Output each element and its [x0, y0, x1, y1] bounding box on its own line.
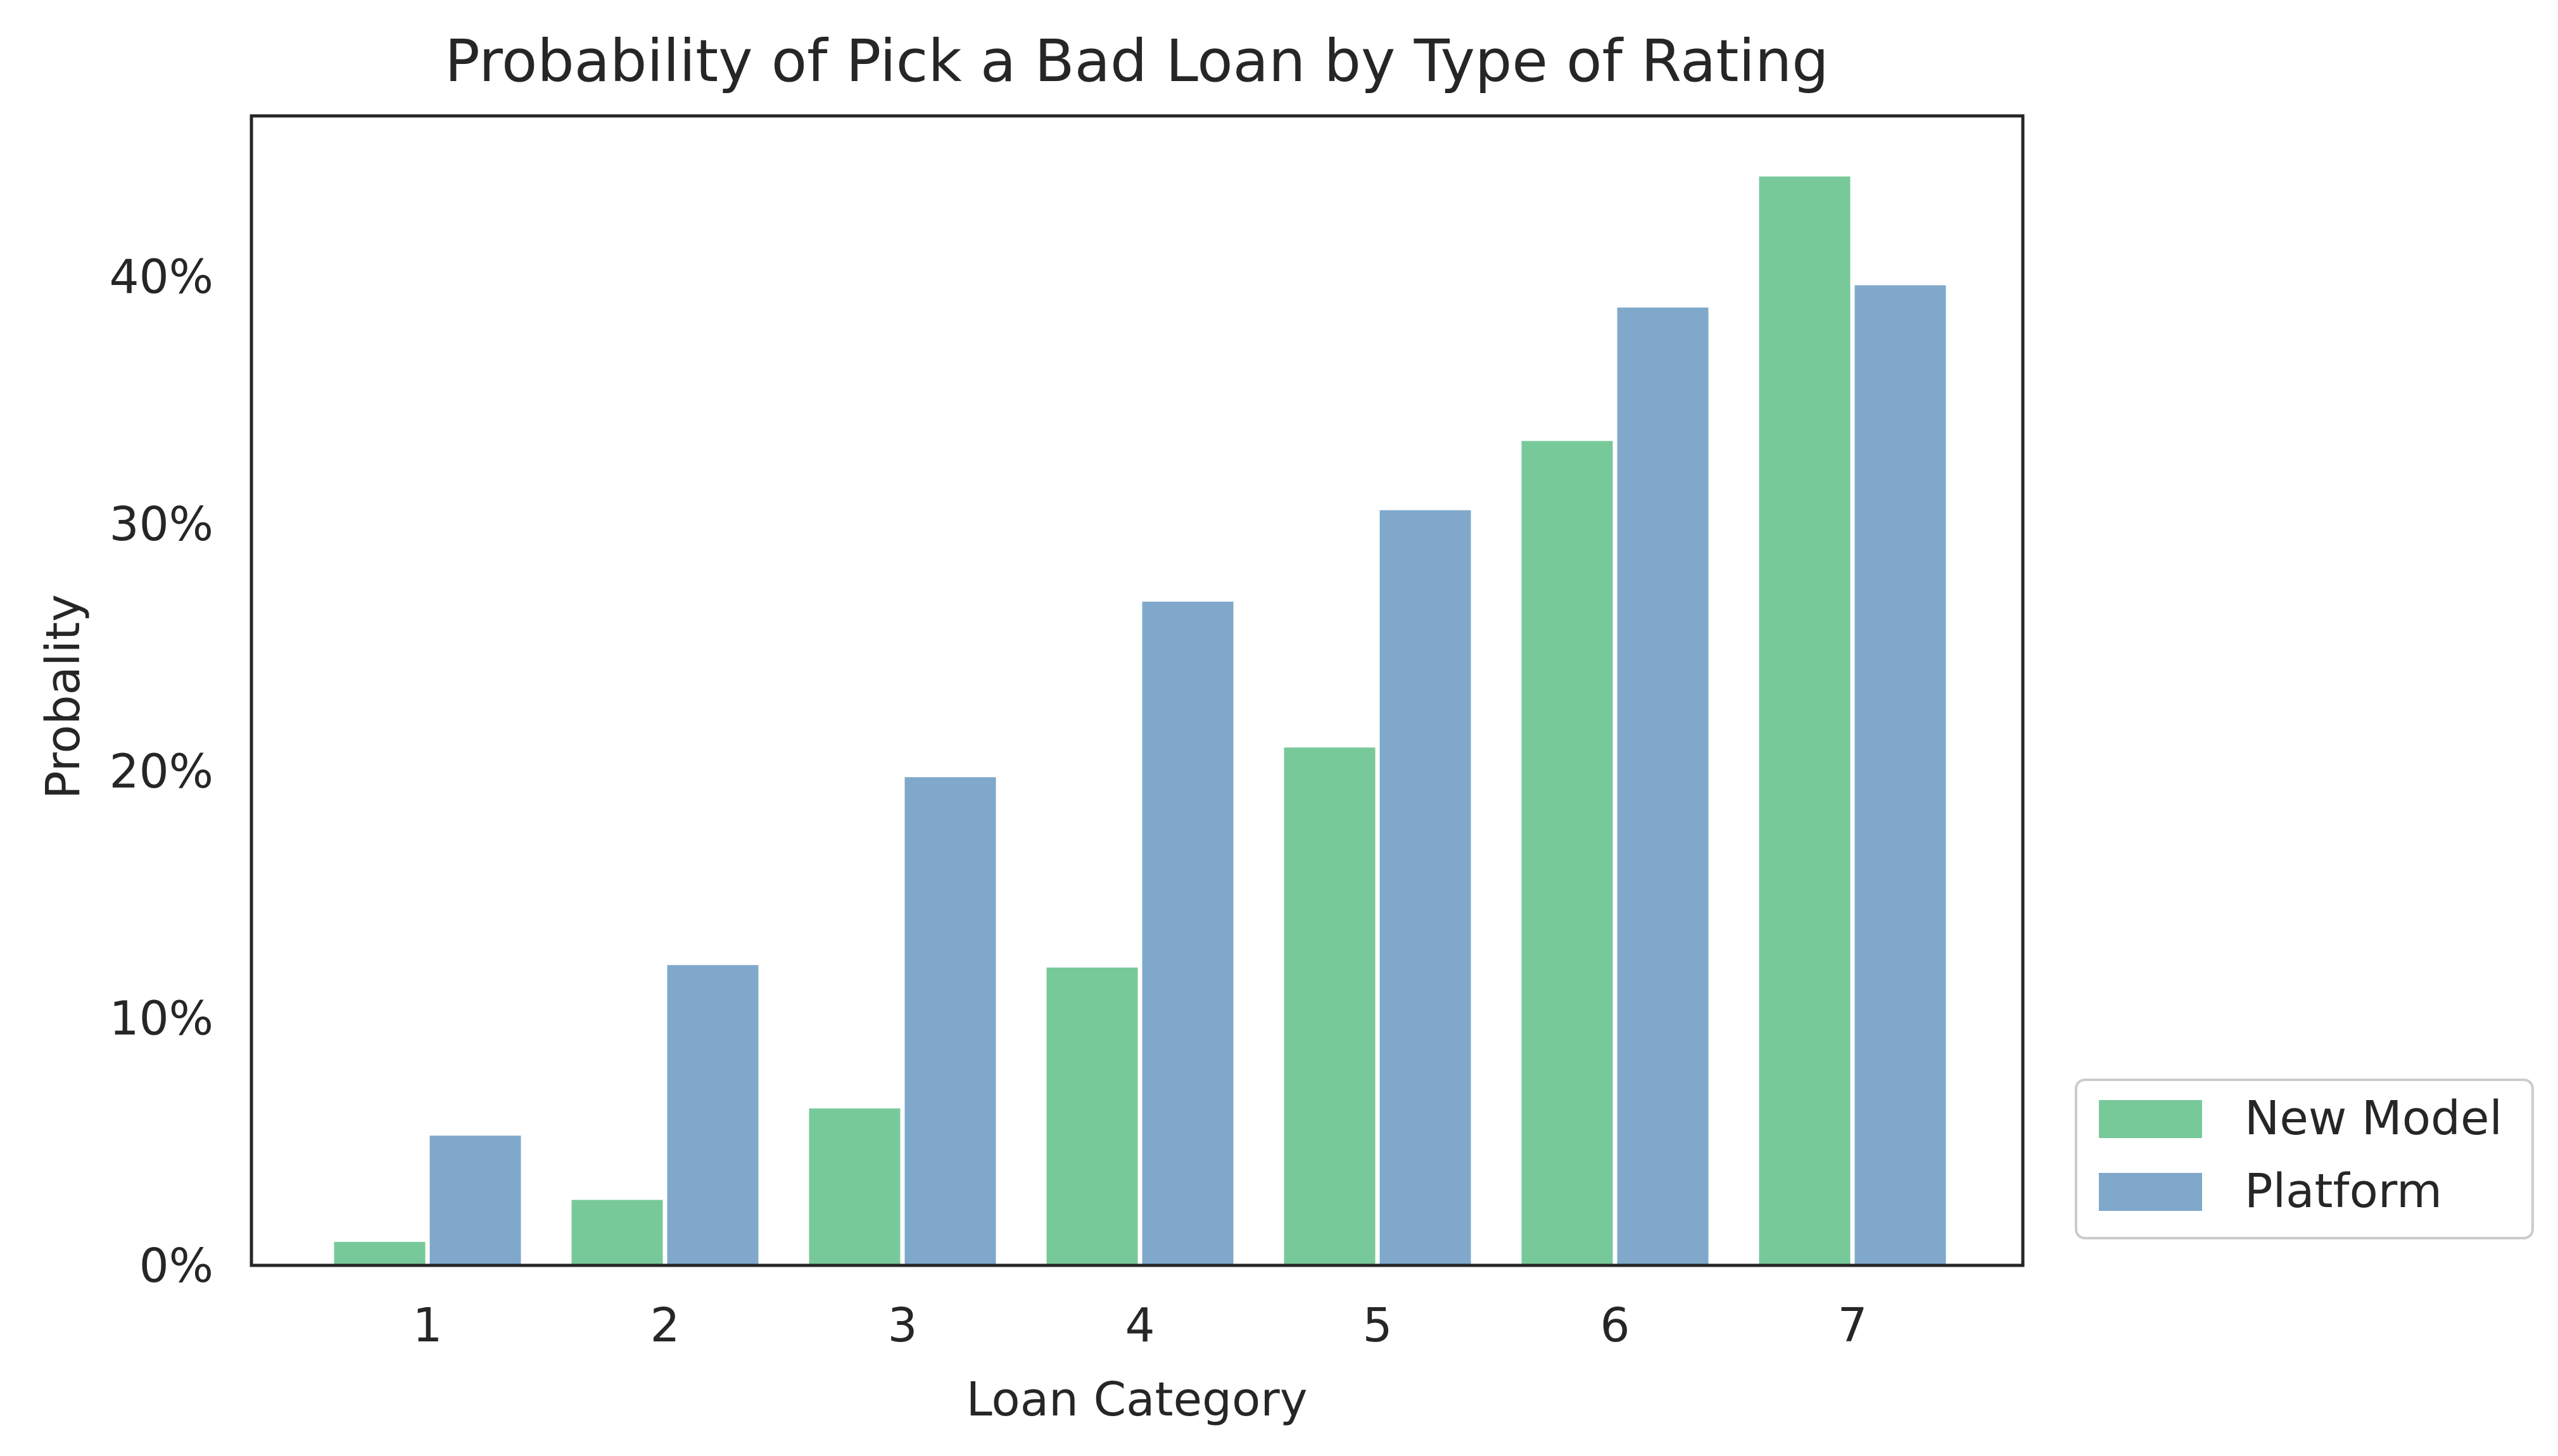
y-tick-label: 0% [139, 1239, 213, 1293]
x-axis-label: Loan Category [966, 1372, 1308, 1427]
bar-platform-3 [902, 775, 999, 1267]
bar-new-model-5 [1281, 745, 1378, 1267]
x-tick-label: 2 [650, 1298, 680, 1353]
x-tick-label: 4 [1125, 1298, 1155, 1353]
bar-new-model-4 [1044, 965, 1141, 1267]
legend-swatch-new-model [2099, 1100, 2202, 1138]
y-axis: 0% 10% 20% 30% 40% [110, 250, 213, 1293]
bar-platform-4 [1139, 599, 1236, 1267]
bar-new-model-7 [1756, 174, 1853, 1267]
y-tick-label: 20% [110, 744, 213, 799]
bar-platform-1 [427, 1133, 524, 1267]
legend-swatch-platform [2099, 1173, 2202, 1211]
legend-label-platform: Platform [2245, 1164, 2442, 1219]
bar-platform-7 [1852, 282, 1949, 1267]
bar-platform-2 [664, 962, 761, 1267]
legend-label-new-model: New Model [2245, 1091, 2502, 1146]
plot-frame [250, 114, 2025, 1267]
legend: New Model Platform [2075, 1079, 2534, 1239]
x-tick-label: 6 [1600, 1298, 1630, 1353]
y-tick-label: 10% [110, 992, 213, 1046]
bar-new-model-3 [806, 1106, 903, 1267]
bar-platform-5 [1377, 507, 1474, 1267]
x-tick-label: 3 [887, 1298, 917, 1353]
y-tick-label: 30% [110, 497, 213, 552]
y-axis-label: Probality [36, 594, 91, 799]
bar-new-model-1 [331, 1239, 428, 1267]
bar-platform-6 [1614, 305, 1711, 1267]
plot-area [331, 174, 1949, 1267]
x-tick-label: 5 [1362, 1298, 1392, 1353]
bar-new-model-6 [1519, 438, 1616, 1267]
y-tick-label: 40% [110, 250, 213, 305]
x-tick-label: 7 [1837, 1298, 1867, 1353]
x-axis: 1 2 3 4 5 6 7 [412, 1298, 1867, 1353]
x-tick-label: 1 [412, 1298, 442, 1353]
chart-title: Probability of Pick a Bad Loan by Type o… [445, 27, 1828, 95]
bar-new-model-2 [569, 1197, 666, 1267]
